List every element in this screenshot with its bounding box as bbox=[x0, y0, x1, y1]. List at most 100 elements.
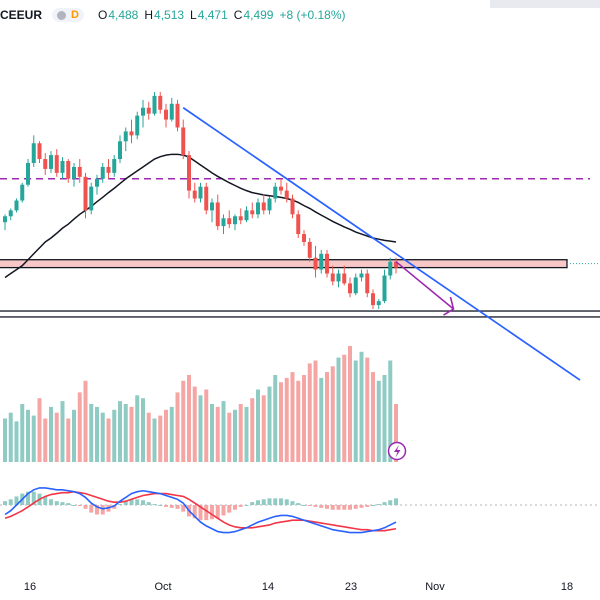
volume-bar bbox=[95, 406, 99, 462]
macd-histogram-bar bbox=[250, 502, 255, 505]
macd-histogram-bar bbox=[348, 505, 352, 510]
candle bbox=[256, 198, 260, 219]
time-axis-label: Nov bbox=[425, 581, 445, 593]
candle-body bbox=[135, 115, 140, 136]
candle-body bbox=[175, 103, 180, 128]
candle bbox=[158, 91, 163, 114]
candle bbox=[233, 214, 237, 231]
macd-histogram-bar bbox=[43, 496, 48, 505]
resistance-zone bbox=[0, 259, 568, 269]
candle bbox=[210, 198, 214, 223]
volume-bar bbox=[37, 398, 42, 462]
candle bbox=[376, 299, 381, 310]
time-axis-label: Oct bbox=[154, 581, 171, 593]
volume-bar bbox=[112, 409, 117, 462]
volume-bar bbox=[348, 346, 352, 462]
macd-histogram-bar bbox=[296, 503, 301, 505]
candle-body bbox=[192, 190, 197, 199]
macd-histogram-bar bbox=[302, 505, 306, 506]
macd-histogram-bar bbox=[279, 498, 283, 505]
candle-body bbox=[382, 275, 387, 302]
candle bbox=[181, 119, 186, 160]
volume-bar bbox=[244, 406, 249, 462]
candle bbox=[382, 269, 387, 304]
macd-histogram-bar bbox=[3, 501, 7, 505]
candle bbox=[394, 257, 398, 274]
candle-body bbox=[371, 293, 375, 306]
candle-body bbox=[3, 216, 7, 223]
candle bbox=[141, 99, 145, 128]
candle-body bbox=[198, 186, 203, 199]
macd-histogram-bar bbox=[319, 505, 324, 508]
macd-histogram-bar bbox=[227, 505, 232, 513]
candle bbox=[221, 214, 226, 235]
candle-body bbox=[267, 198, 272, 211]
volume-bar bbox=[279, 382, 283, 462]
candles-layer bbox=[3, 91, 398, 310]
symbol-name[interactable]: CEEUR bbox=[0, 8, 43, 22]
candle-body bbox=[204, 186, 209, 211]
macd-histogram-bar bbox=[359, 505, 364, 508]
volume-bar bbox=[181, 380, 186, 462]
candle-body bbox=[31, 143, 36, 163]
candle bbox=[31, 135, 36, 167]
time-axis-label: 16 bbox=[24, 581, 36, 593]
macd-histogram-bar bbox=[330, 505, 335, 510]
candle bbox=[100, 163, 105, 183]
volume-bar bbox=[227, 412, 232, 462]
macd-histogram-bar bbox=[371, 505, 375, 506]
candle bbox=[284, 182, 289, 203]
volume-bar bbox=[371, 372, 375, 462]
candle bbox=[3, 214, 7, 231]
volume-bar bbox=[123, 404, 128, 462]
volume-bar bbox=[388, 360, 393, 462]
candle-body bbox=[141, 107, 145, 116]
macd-histogram-bar bbox=[394, 498, 398, 505]
macd-histogram-bar bbox=[313, 505, 318, 507]
candle-body bbox=[273, 186, 278, 199]
macd-histogram-bar bbox=[342, 505, 347, 510]
candle-body bbox=[302, 234, 306, 242]
candle bbox=[279, 178, 283, 195]
candle bbox=[365, 269, 370, 298]
candle-body bbox=[313, 257, 318, 270]
macd-histogram-bar bbox=[89, 505, 94, 513]
volume-bar bbox=[376, 380, 381, 462]
interval-badge[interactable]: D bbox=[52, 8, 84, 22]
volume-pane bbox=[3, 346, 398, 462]
volume-bar bbox=[353, 360, 358, 462]
volume-bar bbox=[359, 351, 364, 462]
high-label: H bbox=[144, 8, 154, 22]
candle-body bbox=[106, 166, 111, 173]
candle-body bbox=[77, 166, 82, 177]
lightning-icon[interactable] bbox=[387, 441, 407, 461]
candle bbox=[49, 151, 53, 173]
support-zone bbox=[0, 310, 600, 318]
volume-bar bbox=[72, 409, 76, 462]
volume-bar bbox=[238, 404, 243, 462]
macd-histogram-bar bbox=[60, 502, 65, 505]
macd-histogram-bar bbox=[164, 505, 168, 507]
candle bbox=[152, 91, 157, 116]
candle-body bbox=[261, 202, 266, 211]
volume-bar bbox=[215, 406, 220, 462]
macd-histogram-bar bbox=[77, 505, 82, 506]
candle-body bbox=[112, 159, 117, 173]
symbol-legend: CEEUR D O 4,488 H 4,513 L 4,471 C 4,499 +8 (… bbox=[0, 8, 346, 22]
candle bbox=[77, 159, 82, 183]
volume-bar bbox=[8, 412, 13, 462]
volume-bar bbox=[106, 418, 111, 462]
candle bbox=[95, 174, 99, 195]
volume-bar bbox=[43, 418, 48, 462]
volume-bar bbox=[20, 404, 25, 462]
macd-histogram-bar bbox=[158, 505, 163, 506]
candle-body bbox=[307, 241, 312, 258]
candle bbox=[72, 163, 76, 187]
candle-body bbox=[336, 273, 341, 282]
interval-label: D bbox=[71, 9, 79, 21]
macd-histogram-bar bbox=[175, 505, 180, 509]
close-value: 4,499 bbox=[243, 8, 274, 22]
time-axis-label: 14 bbox=[262, 581, 274, 593]
candle-body bbox=[330, 273, 335, 282]
